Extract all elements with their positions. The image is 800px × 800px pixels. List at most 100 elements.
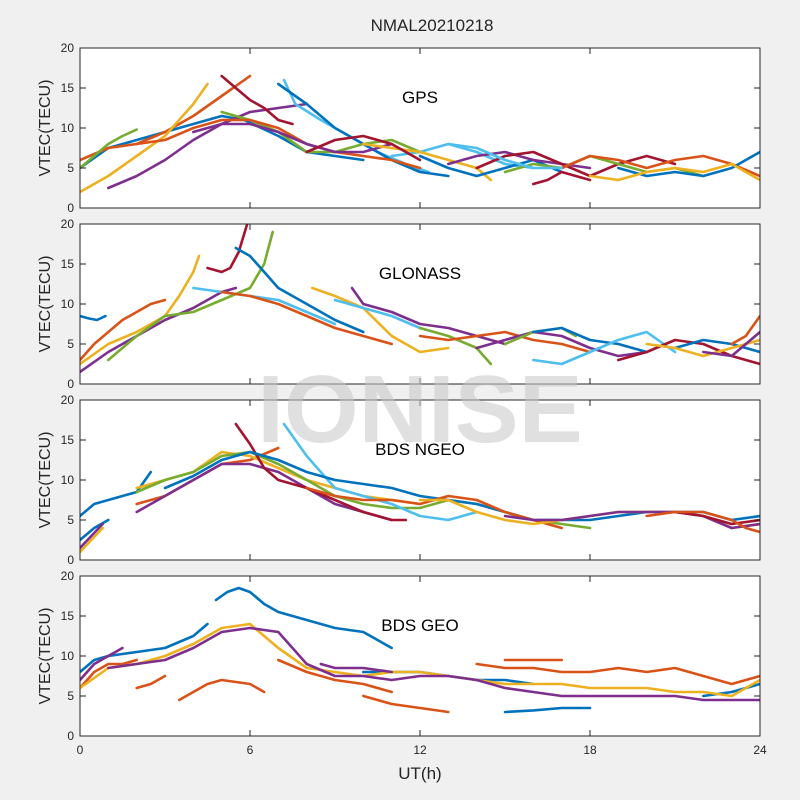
y-tick-label-0-3: 15: [61, 81, 75, 95]
series-line-3-14: [107, 626, 760, 702]
series-line-1-22: [730, 314, 760, 346]
y-tick-label-2-1: 5: [67, 513, 74, 527]
y-tick-label-1-1: 5: [67, 337, 74, 351]
y-tick-label-0-2: 10: [61, 121, 75, 135]
series-line-0-20: [588, 162, 760, 182]
series-line-1-1: [80, 298, 167, 362]
series-line-3-11: [475, 662, 760, 686]
series-group-1: [80, 224, 760, 374]
series-line-3-7: [177, 678, 266, 702]
series-line-0-14: [418, 154, 564, 178]
panel-label-3: BDS GEO: [381, 616, 458, 635]
series-line-3-15: [319, 662, 394, 674]
y-tick-label-0-1: 5: [67, 161, 74, 175]
panel-label-0: GPS: [402, 88, 438, 107]
series-line-1-7: [192, 286, 337, 326]
series-line-1-20: [645, 338, 760, 358]
series-line-1-16: [531, 326, 649, 354]
series-line-0-18: [560, 154, 760, 178]
x-axis-label: UT(h): [398, 764, 441, 783]
series-line-0-10: [192, 122, 394, 154]
watermark-text: IONISE: [257, 356, 582, 463]
series-line-2-13: [503, 510, 760, 530]
series-line-1-0: [80, 314, 107, 322]
y-tick-label-2-2: 10: [61, 473, 75, 487]
series-line-0-4: [80, 128, 138, 170]
series-line-1-17: [531, 330, 677, 366]
series-line-0-13: [305, 134, 422, 162]
series-line-0-9: [135, 118, 422, 170]
series-line-2-1: [80, 518, 110, 542]
series-group-3: [80, 586, 760, 714]
series-line-0-21: [531, 170, 592, 186]
y-axis-label-3: VTEC(TECU): [37, 608, 54, 705]
y-tick-label-3-0: 0: [67, 729, 74, 743]
series-line-1-5: [206, 224, 249, 274]
series-line-1-13: [418, 330, 592, 354]
series-line-2-2: [80, 526, 104, 554]
series-line-0-16: [475, 150, 677, 178]
panel-label-1: GLONASS: [379, 264, 461, 283]
y-tick-label-1-2: 10: [61, 297, 75, 311]
series-line-0-0: [80, 114, 365, 170]
series-line-1-21: [701, 330, 760, 358]
series-line-0-22: [446, 142, 564, 170]
figure-title: NMAL20210218: [371, 16, 494, 35]
x-tick-label-1: 6: [247, 743, 254, 757]
series-line-1-18: [616, 338, 760, 366]
series-line-1-12: [418, 326, 493, 366]
y-tick-label-2-0: 0: [67, 553, 74, 567]
series-line-3-12: [80, 622, 760, 698]
series-group-2: [80, 422, 760, 554]
series-line-2-15: [645, 510, 760, 534]
series-line-1-14: [475, 330, 649, 358]
series-line-0-6: [220, 74, 294, 126]
series-line-3-9: [361, 694, 450, 714]
series-line-3-13: [80, 646, 124, 682]
series-line-0-2: [80, 82, 209, 194]
series-line-0-3: [107, 102, 309, 190]
y-tick-label-3-2: 10: [61, 649, 75, 663]
y-tick-label-1-4: 20: [61, 217, 75, 231]
plot-area-3: [80, 576, 760, 736]
y-tick-label-2-4: 20: [61, 393, 75, 407]
y-tick-label-3-4: 20: [61, 569, 75, 583]
panel-0: 0 5 10 15 20 VTEC(TECU) GPS: [37, 41, 761, 215]
y-tick-label-1-0: 0: [67, 377, 74, 391]
x-tick-label-4: 24: [753, 743, 767, 757]
panel-2: 0 5 10 15 20 VTEC(TECU) BDS NGEO: [37, 393, 761, 567]
series-line-3-5: [80, 658, 138, 690]
series-line-0-12: [361, 142, 493, 182]
y-axis-label-2: VTEC(TECU): [37, 432, 54, 529]
series-line-3-8: [276, 658, 394, 694]
y-tick-label-1-3: 15: [61, 257, 75, 271]
x-tick-label-0: 0: [77, 743, 84, 757]
series-group-0: [80, 74, 760, 194]
panels-group: 0 5 10 15 20 VTEC(TECU) GPS 0 5 10 15 20 VTEC(TECU) G…: [37, 41, 767, 757]
y-axis-label-0: VTEC(TECU): [37, 80, 54, 177]
series-line-0-1: [80, 74, 252, 162]
series-line-1-19: [673, 338, 760, 354]
panel-3: 0 5 10 15 20 VTEC(TECU) BDS GEO: [37, 569, 761, 743]
y-tick-label-2-3: 15: [61, 433, 75, 447]
series-line-1-11: [333, 298, 422, 330]
x-tick-label-2: 12: [413, 743, 427, 757]
series-line-1-9: [310, 286, 450, 354]
y-tick-label-0-4: 20: [61, 41, 75, 55]
series-line-1-6: [234, 246, 365, 334]
x-tick-label-3: 18: [583, 743, 597, 757]
series-line-2-3: [80, 522, 104, 550]
series-line-1-8: [220, 290, 394, 346]
y-axis-label-1: VTEC(TECU): [37, 256, 54, 353]
series-line-3-0: [80, 622, 209, 674]
y-tick-label-3-3: 15: [61, 609, 75, 623]
panel-1: 0 5 10 15 20 VTEC(TECU) GLONASS: [37, 217, 761, 391]
series-line-3-3: [503, 706, 592, 714]
series-line-3-6: [135, 674, 167, 690]
panel-label-2: BDS NGEO: [375, 440, 465, 459]
y-tick-label-0-0: 0: [67, 201, 74, 215]
plot-area-1: [80, 224, 760, 384]
series-line-0-11: [390, 142, 535, 170]
